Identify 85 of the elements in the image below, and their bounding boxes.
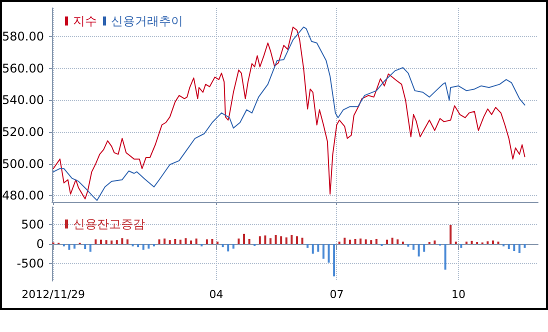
bar (232, 244, 234, 249)
bar (423, 244, 426, 252)
x-tick-label: 10 (452, 288, 466, 301)
bar (344, 238, 346, 244)
bar (116, 240, 118, 244)
y-tick-label: 540.00 (2, 93, 44, 108)
bar (158, 239, 160, 244)
bar (375, 238, 378, 244)
bar (148, 244, 150, 249)
bar (174, 238, 176, 244)
bar (227, 244, 230, 252)
bar (360, 238, 362, 244)
bar (121, 238, 124, 244)
bar (492, 240, 494, 244)
bar (94, 239, 97, 244)
bar (418, 244, 420, 256)
bar (258, 236, 261, 244)
legend-label: 신용거래추이 (111, 14, 183, 28)
bar (434, 240, 436, 244)
bar (296, 236, 298, 244)
bar (68, 244, 70, 250)
bar (386, 240, 388, 244)
bar (137, 244, 140, 248)
bar (206, 239, 208, 244)
bar (285, 237, 288, 244)
y-tick-label: 500.00 (2, 156, 44, 171)
bar (328, 244, 330, 263)
y-tick-label: 480.00 (2, 188, 44, 203)
bar (348, 240, 351, 244)
bar (280, 236, 282, 244)
bar (444, 244, 446, 270)
bar (168, 240, 171, 244)
bar (84, 244, 86, 250)
x-tick-label: 2012/11/29 (22, 288, 86, 301)
bar (301, 238, 304, 244)
legend-label: 신용잔고증감 (73, 217, 145, 231)
bar (524, 244, 526, 248)
bar (412, 244, 415, 250)
bar (110, 240, 113, 244)
bar (486, 241, 489, 244)
bar (105, 240, 108, 244)
bar (391, 238, 394, 244)
bar (190, 240, 192, 244)
y-tick-label: 0 (36, 237, 44, 251)
bar (211, 238, 214, 244)
bar (222, 244, 224, 248)
bar (100, 240, 102, 244)
bar (243, 234, 246, 244)
bar (407, 244, 410, 247)
bar (238, 238, 240, 244)
bar (89, 244, 92, 252)
bar (142, 244, 144, 250)
bar (470, 240, 473, 244)
bar (354, 238, 356, 244)
bar (508, 244, 510, 250)
bar (450, 224, 452, 244)
bar (274, 235, 277, 244)
bar (264, 235, 266, 244)
bar (164, 238, 166, 244)
bar (322, 244, 324, 259)
bar (513, 244, 516, 252)
bar (184, 238, 187, 244)
bar (333, 244, 336, 276)
bar (364, 239, 367, 244)
bar (518, 244, 520, 253)
bar (248, 238, 250, 244)
bar (270, 238, 272, 244)
legend-label: 지수 (73, 14, 97, 28)
bar (179, 240, 182, 244)
y-tick-label: -500 (16, 256, 44, 270)
bar (460, 244, 462, 248)
y-tick-label: 580.00 (2, 30, 44, 44)
bar (74, 244, 76, 249)
bar (195, 238, 198, 244)
y-tick-label: 560.00 (2, 61, 44, 76)
bar (306, 244, 309, 248)
bar (396, 239, 399, 244)
bar (312, 244, 314, 254)
y-tick-label: 500 (21, 218, 44, 232)
bar (290, 235, 293, 244)
bar (370, 240, 372, 244)
y-tick-label: 520.00 (2, 125, 44, 140)
x-tick-label: 07 (330, 288, 344, 301)
x-tick-label: 04 (209, 288, 224, 301)
bar (317, 244, 320, 252)
